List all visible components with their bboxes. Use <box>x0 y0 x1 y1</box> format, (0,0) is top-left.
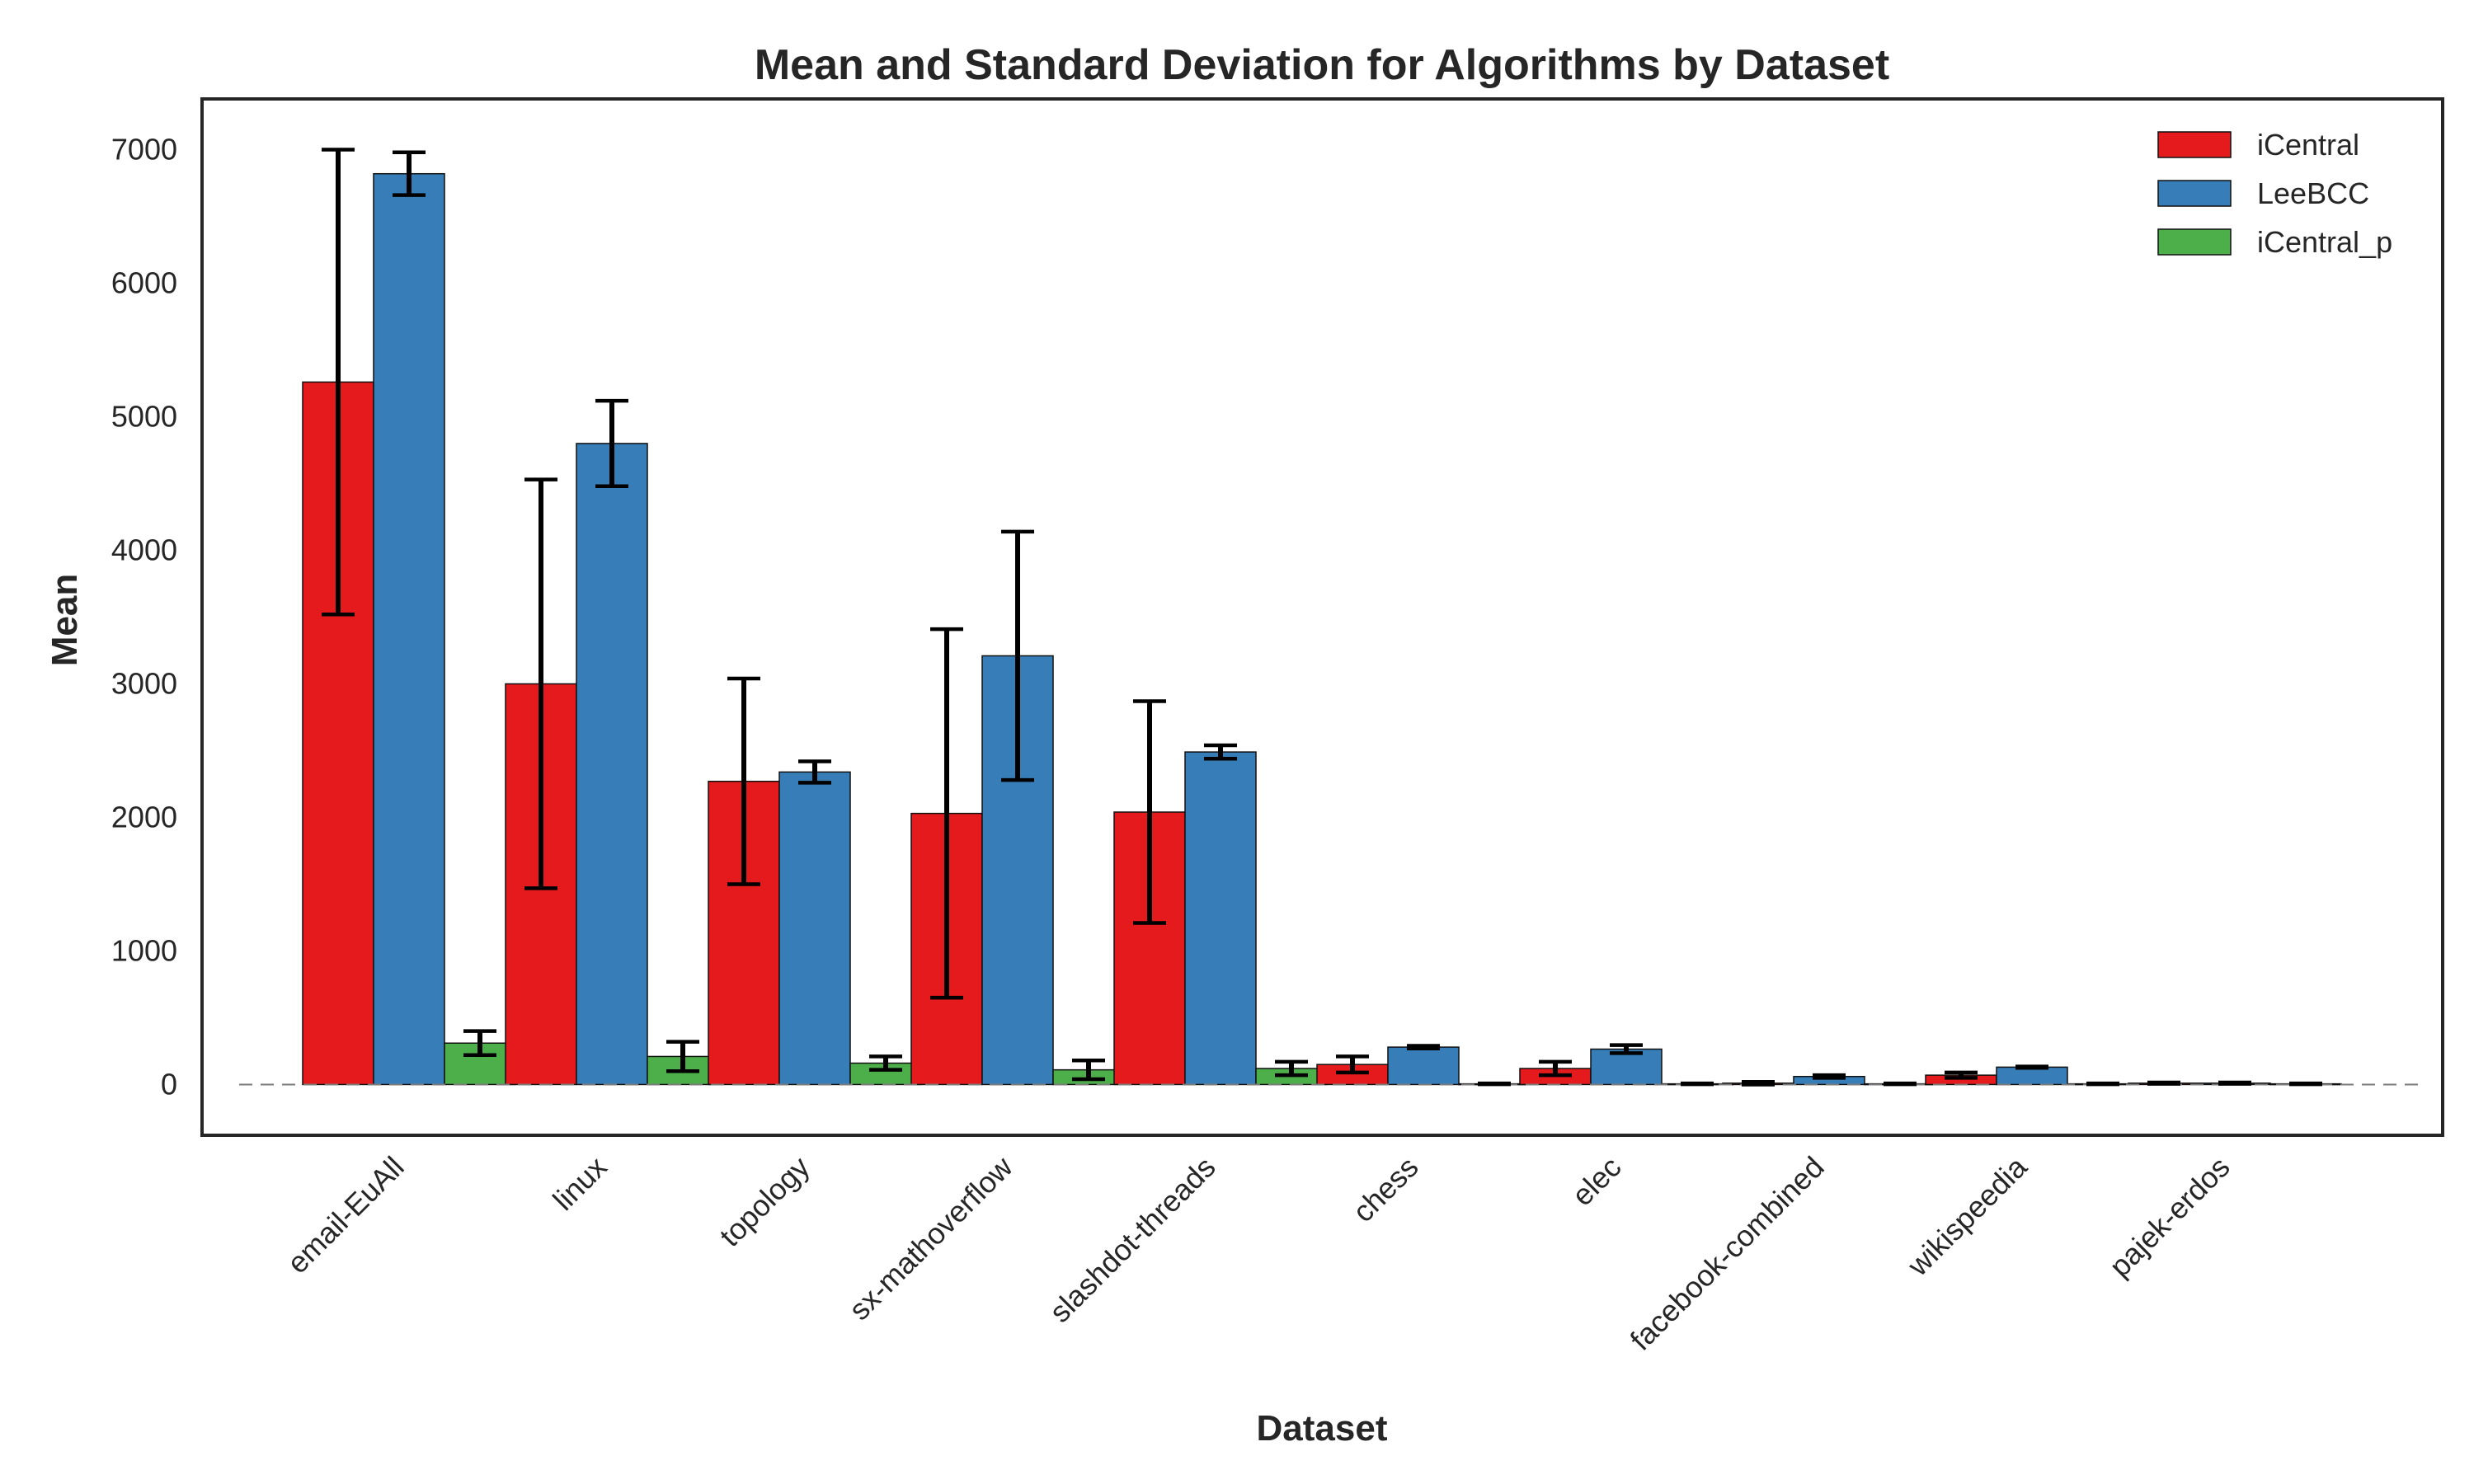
x-tick-label: chess <box>1346 1150 1424 1228</box>
legend-label-iCentral: iCentral <box>2257 128 2359 162</box>
error-bar-iCentral-facebook-combined <box>1742 1079 1775 1087</box>
bar-LeeBCC-slashdot-threads <box>1184 751 1257 1086</box>
error-bar-iCentral-elec <box>1539 1059 1572 1078</box>
error-bar-iCentral_p-wikispeedia <box>2086 1081 2119 1087</box>
y-tick-label: 1000 <box>111 933 177 967</box>
error-bar-LeeBCC-email-EuAll <box>393 150 426 197</box>
error-bar-iCentral-linux <box>524 477 557 890</box>
error-bar-iCentral-sx-mathoverflow <box>930 627 963 1000</box>
x-tick-label: elec <box>1565 1150 1628 1213</box>
y-tick-label: 7000 <box>111 133 177 167</box>
bar-LeeBCC-linux <box>576 443 648 1086</box>
x-tick-label: facebook-combined <box>1623 1150 1830 1357</box>
bar-LeeBCC-wikispeedia <box>1996 1066 2068 1086</box>
x-tick-label: slashdot-threads <box>1042 1150 1221 1329</box>
x-axis-label: Dataset <box>1257 1408 1388 1449</box>
x-tick-label: pajek-erdos <box>2103 1150 2236 1284</box>
error-bar-LeeBCC-wikispeedia <box>2015 1064 2048 1070</box>
legend-label-iCentral_p: iCentral_p <box>2257 225 2392 259</box>
error-bar-iCentral_p-slashdot-threads <box>1275 1059 1308 1078</box>
y-tick-label: 5000 <box>111 400 177 434</box>
error-bar-iCentral_p-pajek-erdos <box>2289 1081 2322 1087</box>
error-bar-iCentral_p-email-EuAll <box>463 1029 496 1058</box>
error-bar-iCentral-wikispeedia <box>1945 1070 1978 1080</box>
x-tick-label: sx-mathoverflow <box>842 1149 1019 1327</box>
error-bar-LeeBCC-pajek-erdos <box>2218 1080 2251 1086</box>
bar-LeeBCC-topology <box>778 771 851 1086</box>
legend-swatch-LeeBCC <box>2157 180 2232 207</box>
error-bar-iCentral_p-facebook-combined <box>1884 1081 1917 1087</box>
legend-label-LeeBCC: LeeBCC <box>2257 176 2369 210</box>
legend-swatch-iCentral_p <box>2157 228 2232 256</box>
error-bar-iCentral-email-EuAll <box>322 148 355 617</box>
error-bar-iCentral_p-sx-mathoverflow <box>1072 1059 1105 1082</box>
y-tick-label: 3000 <box>111 666 177 700</box>
bar-LeeBCC-elec <box>1590 1048 1663 1086</box>
error-bar-LeeBCC-facebook-combined <box>1813 1073 1846 1080</box>
y-tick-label: 0 <box>161 1067 177 1101</box>
error-bar-LeeBCC-sx-mathoverflow <box>1001 529 1034 782</box>
error-bar-iCentral-slashdot-threads <box>1133 699 1166 925</box>
legend-swatch-iCentral <box>2157 131 2232 158</box>
bar-LeeBCC-chess <box>1387 1046 1460 1086</box>
legend: iCentral LeeBCC iCentral_p <box>2157 128 2392 259</box>
error-bar-LeeBCC-chess <box>1407 1044 1440 1050</box>
y-tick-label: 6000 <box>111 266 177 300</box>
plot-frame <box>200 97 2444 1137</box>
error-bar-iCentral-pajek-erdos <box>2147 1080 2180 1086</box>
error-bar-iCentral_p-elec <box>1681 1081 1714 1087</box>
error-bar-LeeBCC-topology <box>798 759 831 785</box>
x-tick-label: topology <box>713 1150 816 1253</box>
error-bar-LeeBCC-slashdot-threads <box>1204 743 1237 761</box>
error-bar-iCentral_p-chess <box>1478 1081 1511 1087</box>
chart-title: Mean and Standard Deviation for Algorith… <box>755 41 1889 89</box>
x-tick-label: wikispeedia <box>1900 1149 2034 1283</box>
error-bar-iCentral-chess <box>1336 1054 1369 1075</box>
y-axis-label: Mean <box>45 574 85 666</box>
bar-LeeBCC-email-EuAll <box>373 172 445 1086</box>
x-tick-label: email-EuAll <box>280 1150 411 1280</box>
error-bar-iCentral-topology <box>727 676 760 886</box>
x-tick-label: linux <box>546 1150 613 1217</box>
y-tick-label: 2000 <box>111 800 177 834</box>
error-bar-iCentral_p-topology <box>869 1054 902 1072</box>
error-bar-LeeBCC-linux <box>595 398 628 489</box>
y-tick-label: 4000 <box>111 533 177 567</box>
error-bar-LeeBCC-elec <box>1610 1043 1643 1055</box>
error-bar-iCentral_p-linux <box>666 1040 699 1073</box>
